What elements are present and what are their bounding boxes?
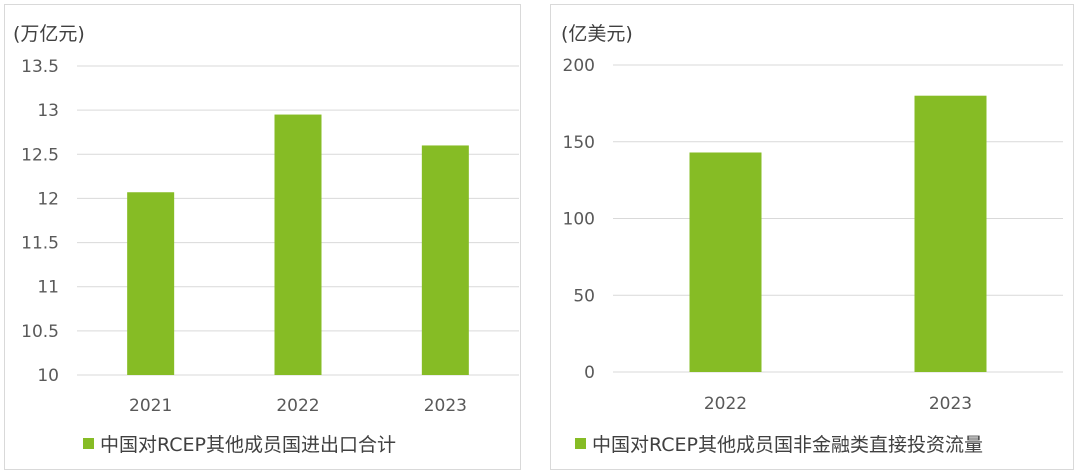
bar-chart-rcep-trade: 10 10.5 11 11.5 12 12.5 13 13.5 2021 2022 2023	[21, 57, 519, 416]
unit-label: (亿美元)	[561, 23, 633, 45]
x-tick-label: 2022	[276, 396, 319, 416]
y-tick-label: 13.5	[21, 57, 59, 77]
bar	[914, 95, 987, 372]
y-tick-label: 0	[584, 363, 595, 383]
y-tick-label: 200	[563, 56, 595, 76]
x-tick-label: 2023	[424, 396, 467, 416]
x-tick-label: 2022	[704, 394, 747, 414]
legend: 中国对RCEP其他成员国进出口合计	[83, 430, 396, 457]
bar	[274, 114, 322, 376]
x-tick-label: 2021	[129, 396, 172, 416]
bar	[421, 145, 469, 375]
bar	[127, 192, 175, 375]
x-tick-label: 2023	[929, 394, 972, 414]
bar-chart-rcep-investment: 0 50 100 150 200 2022 2023	[563, 56, 1063, 414]
legend-label: 中国对RCEP其他成员国非金融类直接投资流量	[592, 434, 983, 456]
legend-swatch	[83, 438, 94, 449]
y-tick-label: 50	[573, 286, 595, 306]
y-tick-label: 10.5	[21, 322, 59, 342]
y-tick-label: 11	[37, 278, 59, 298]
y-tick-label: 100	[563, 210, 595, 230]
legend-label: 中国对RCEP其他成员国进出口合计	[100, 434, 396, 456]
y-tick-label: 11.5	[21, 234, 59, 254]
y-tick-label: 12.5	[21, 145, 59, 165]
y-tick-label: 13	[37, 101, 59, 121]
legend: 中国对RCEP其他成员国非金融类直接投资流量	[575, 430, 983, 457]
y-tick-label: 150	[563, 133, 595, 153]
chart-panel-rcep-trade: (万亿元) 10 10.5 11 11.5 12 12.5 13 13.5 2021 2022 20…	[4, 4, 521, 470]
chart-panel-rcep-investment: (亿美元) 0 50 100 150 200 2022 2023 中国对RCEP其他成员国非…	[550, 4, 1074, 470]
bar	[689, 152, 762, 372]
legend-swatch	[575, 438, 586, 449]
y-tick-label: 12	[37, 189, 59, 209]
y-tick-label: 10	[37, 366, 59, 386]
unit-label: (万亿元)	[13, 23, 85, 45]
